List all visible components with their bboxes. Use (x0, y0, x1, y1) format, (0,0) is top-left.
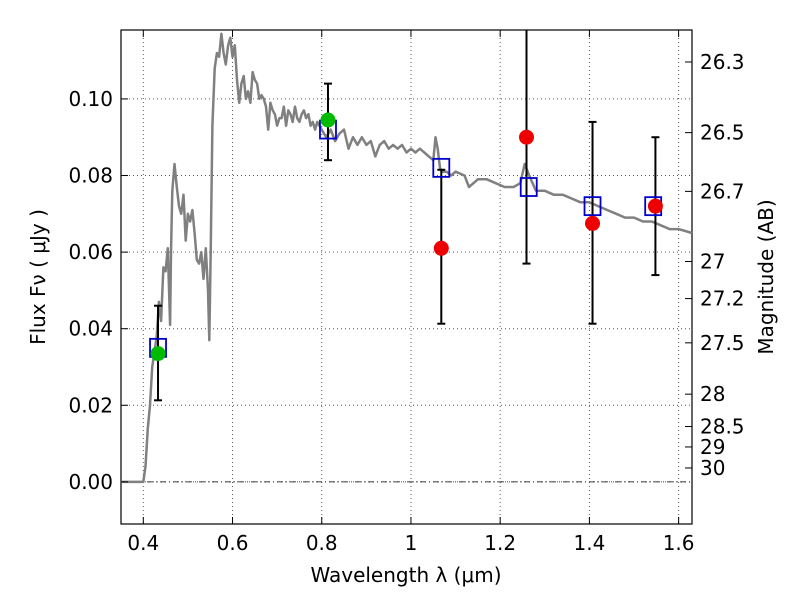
mag-tick-label: 27 (700, 250, 725, 274)
x-tick-label: 1.4 (573, 531, 605, 555)
model-photometry-square (519, 177, 538, 197)
points-layer (149, 112, 663, 362)
plot-frame (120, 29, 693, 525)
upper-limit-point (433, 240, 449, 256)
mag-tick-label: 26.7 (700, 179, 745, 203)
mag-tick-label: 27.2 (700, 287, 745, 311)
y-tick-label: 0.10 (68, 87, 113, 111)
model-spectrum-line (121, 32, 693, 484)
y-tick-label: 0.04 (68, 317, 113, 341)
x-tick-labels: 0.4 0.6 0.8 1 1.2 1.4 1.6 (127, 531, 694, 555)
x-tick-label: 0.8 (306, 531, 338, 555)
mag-tick-label: 26.5 (700, 121, 745, 145)
y-tick-label: 0.06 (68, 240, 113, 264)
detection-point (320, 112, 336, 128)
y-tick-label: 0.00 (68, 470, 113, 494)
y2-axis-label: Magnitude (AB) (754, 199, 778, 354)
upper-limit-point (647, 198, 663, 214)
model-photometry-square (432, 157, 451, 178)
x-tick-label: 1.6 (663, 531, 695, 555)
mag-tick-label: 27.5 (700, 331, 745, 355)
tick-marks (121, 30, 692, 524)
y-axis-label: Flux Fν ( μJy ) (26, 209, 50, 345)
mag-tick-label: 26.3 (700, 50, 745, 74)
x-axis-label: Wavelength λ (μm) (310, 563, 501, 587)
y-tick-labels: 0.00 0.02 0.04 0.06 0.08 0.10 (68, 87, 113, 494)
upper-limit-point (518, 129, 534, 145)
y-tick-label: 0.08 (68, 164, 113, 188)
grid (121, 30, 692, 524)
x-tick-label: 0.4 (127, 531, 159, 555)
errorbar-layer (154, 30, 660, 402)
mag-tick-label: 29 (700, 435, 725, 459)
x-tick-label: 1.2 (484, 531, 516, 555)
x-tick-label: 1 (405, 531, 418, 555)
detection-point (150, 346, 166, 362)
mag-tick-label: 28 (700, 382, 725, 406)
mag-tick-label: 30 (700, 456, 725, 480)
model-photometry-square (583, 196, 602, 217)
upper-limit-point (585, 215, 601, 231)
x-tick-label: 0.6 (217, 531, 249, 555)
y-tick-label: 0.02 (68, 393, 113, 417)
mag-tick-label: 28.5 (700, 415, 745, 439)
model-spectrum-layer (121, 32, 693, 484)
